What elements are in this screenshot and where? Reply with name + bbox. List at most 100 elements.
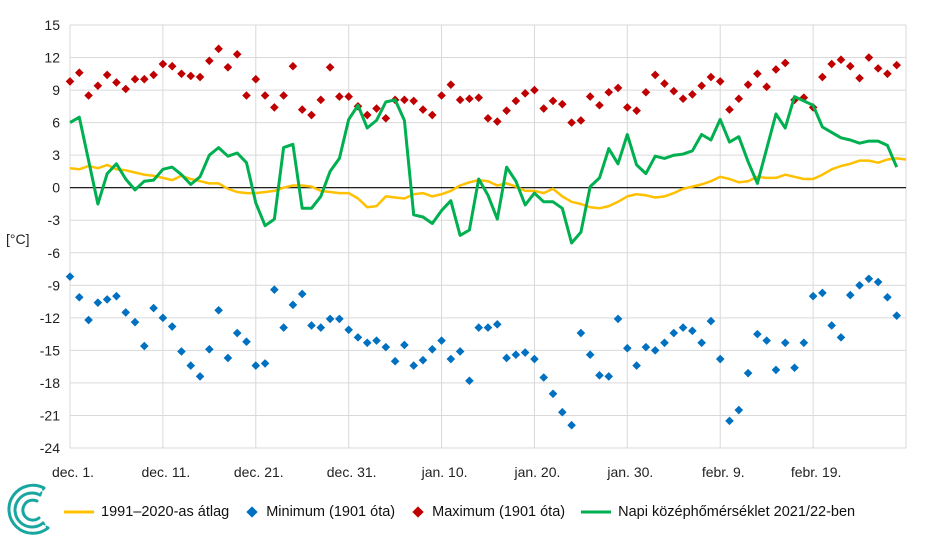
- data-point: [149, 303, 158, 313]
- x-tick-label: dec. 31.: [327, 464, 377, 480]
- data-point: [297, 289, 307, 299]
- data-point: [140, 74, 149, 84]
- y-axis-label: [°C]: [6, 231, 30, 247]
- data-point: [669, 86, 679, 96]
- data-point: [325, 314, 335, 324]
- data-point: [641, 87, 651, 97]
- data-point: [836, 55, 846, 65]
- data-point: [400, 95, 409, 105]
- data-point: [483, 323, 493, 332]
- data-point: [725, 105, 734, 114]
- data-point: [130, 317, 140, 327]
- data-point: [855, 281, 864, 290]
- data-point: [790, 363, 799, 373]
- x-tick-label: dec. 11.: [141, 464, 190, 480]
- data-point: [502, 106, 511, 115]
- data-point: [548, 96, 558, 106]
- legend-line-swatch-icon: [581, 510, 612, 514]
- data-point: [530, 354, 539, 364]
- data-point: [74, 292, 84, 302]
- data-point: [762, 336, 771, 345]
- x-tick-label: febr. 9.: [702, 464, 745, 480]
- data-point: [214, 44, 223, 54]
- data-point: [613, 83, 623, 93]
- data-point: [678, 323, 688, 332]
- data-point: [316, 95, 326, 105]
- data-point: [883, 292, 892, 302]
- data-point: [446, 354, 456, 364]
- data-point: [102, 295, 112, 304]
- data-point: [762, 82, 771, 92]
- data-point: [688, 326, 697, 336]
- data-point: [93, 81, 103, 91]
- x-tick-label: jan. 20.: [513, 464, 560, 480]
- data-point: [780, 58, 790, 68]
- data-point: [465, 376, 474, 386]
- data-point: [130, 74, 140, 84]
- data-point: [873, 64, 883, 73]
- data-point: [186, 361, 196, 370]
- data-point: [892, 60, 902, 70]
- x-tick-label: jan. 10.: [421, 464, 468, 480]
- data-point: [223, 353, 233, 363]
- data-point: [288, 300, 298, 310]
- data-point: [177, 347, 186, 356]
- data-point: [558, 407, 567, 417]
- data-point: [93, 298, 103, 307]
- data-point: [381, 342, 391, 352]
- data-point: [335, 314, 344, 324]
- data-point: [112, 78, 121, 87]
- data-point: [567, 420, 576, 430]
- grid: [69, 24, 907, 449]
- y-tick-label: 15: [44, 17, 60, 33]
- data-point: [260, 91, 270, 100]
- data-point: [270, 103, 279, 112]
- data-point: [511, 96, 521, 106]
- data-point: [706, 72, 716, 82]
- data-point: [753, 69, 762, 79]
- data-point: [437, 91, 446, 100]
- data-point: [595, 100, 604, 110]
- data-point: [873, 277, 883, 287]
- y-tick-label: 3: [52, 147, 60, 163]
- data-point: [715, 354, 725, 364]
- data-point: [65, 272, 75, 281]
- data-point: [520, 348, 530, 357]
- data-point: [845, 290, 855, 300]
- data-point: [409, 96, 418, 106]
- data-point: [632, 361, 641, 370]
- y-tick-label: -24: [40, 440, 60, 456]
- data-point: [864, 274, 874, 284]
- data-point: [827, 59, 836, 69]
- data-point: [604, 87, 614, 97]
- data-point: [650, 70, 660, 80]
- data-point: [883, 69, 892, 79]
- data-point: [344, 325, 353, 335]
- data-point: [604, 372, 614, 381]
- legend-item-max: Maximum (1901 óta): [409, 504, 565, 520]
- data-point: [715, 77, 725, 86]
- data-point: [678, 94, 688, 104]
- data-point: [892, 311, 902, 320]
- data-point: [808, 291, 818, 301]
- data-point: [697, 81, 706, 91]
- legend-item-avg: 1991–2020-as átlag: [62, 504, 229, 520]
- data-point: [84, 91, 93, 100]
- data-point: [511, 350, 521, 360]
- data-point: [818, 72, 827, 82]
- data-point: [297, 105, 307, 114]
- data-point: [753, 329, 762, 339]
- data-point: [558, 99, 567, 109]
- data-point: [362, 338, 372, 348]
- x-tick-label: jan. 30.: [606, 464, 653, 480]
- data-point: [344, 92, 353, 101]
- data-point: [372, 336, 381, 345]
- data-point: [836, 333, 846, 342]
- data-point: [483, 113, 493, 123]
- data-point: [167, 322, 177, 331]
- data-point: [780, 338, 790, 348]
- legend-diamond-swatch-icon: [412, 506, 424, 518]
- logo-icon: [4, 478, 60, 547]
- legend-label-max: Maximum (1901 óta): [432, 504, 566, 520]
- y-tick-label: -15: [40, 342, 60, 358]
